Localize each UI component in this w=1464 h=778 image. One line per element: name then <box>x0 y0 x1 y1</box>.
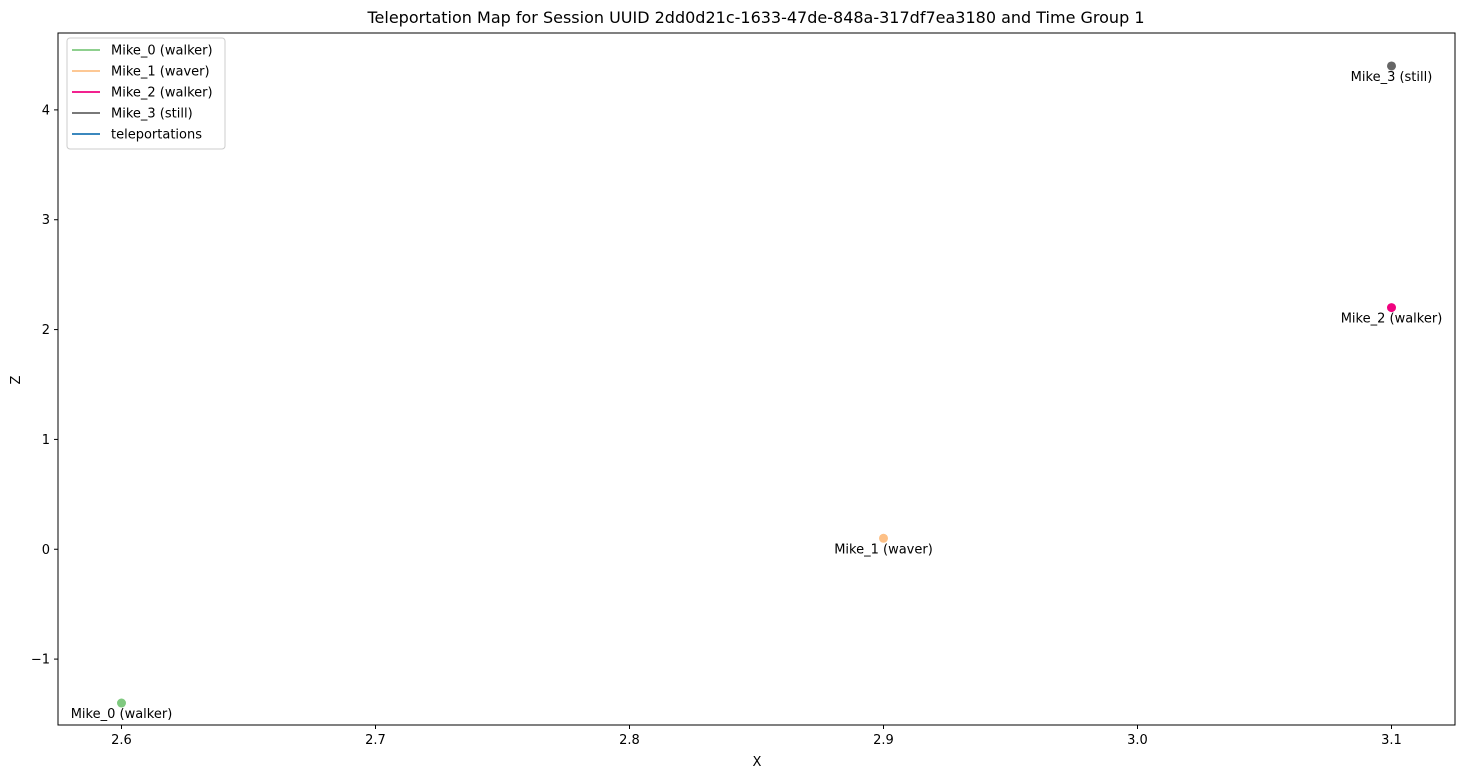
plot-frame <box>57 32 1456 726</box>
legend-entry-label: Mike_3 (still) <box>111 107 193 122</box>
data-point <box>879 533 888 543</box>
chart-title: Teleportation Map for Session UUID 2dd0d… <box>366 8 1144 27</box>
point-label: Mike_0 (walker) <box>71 707 173 722</box>
y-tick-label: −1 <box>31 653 50 668</box>
legend: Mike_0 (walker) Mike_1 (waver) Mike_2 (wal… <box>66 37 226 150</box>
point-label: Mike_1 (waver) <box>834 542 933 557</box>
x-axis-ticks: 2.6 2.7 2.8 2.9 3.0 3.1 <box>111 725 1402 748</box>
legend-entry-label: teleportations <box>111 128 202 143</box>
legend-entry-label: Mike_2 (walker) <box>111 86 213 101</box>
y-axis-label: Z <box>9 375 24 384</box>
data-point <box>117 698 126 708</box>
point-label: Mike_3 (still) <box>1351 70 1433 85</box>
data-point <box>1387 61 1396 71</box>
legend-entry-label: Mike_1 (waver) <box>111 65 210 80</box>
legend-entry-label: Mike_0 (walker) <box>111 44 213 59</box>
plot-area <box>57 32 1456 726</box>
y-tick-label: 4 <box>42 103 50 118</box>
x-tick-label: 2.9 <box>873 733 894 748</box>
y-tick-label: 3 <box>42 213 50 228</box>
data-point <box>1387 303 1396 313</box>
legend-frame <box>66 37 226 150</box>
x-tick-label: 3.1 <box>1381 733 1402 748</box>
y-axis-ticks: −1 0 1 2 3 4 <box>31 103 58 668</box>
y-tick-label: 2 <box>42 323 50 338</box>
x-tick-label: 2.6 <box>111 733 132 748</box>
point-label: Mike_2 (walker) <box>1341 312 1443 327</box>
y-tick-label: 0 <box>42 543 50 558</box>
y-tick-label: 1 <box>42 433 50 448</box>
x-tick-label: 2.7 <box>365 733 386 748</box>
x-axis-label: X <box>753 755 762 770</box>
x-tick-label: 3.0 <box>1127 733 1148 748</box>
data-points: Mike_0 (walker) Mike_1 (waver) Mike_2 (wal… <box>71 61 1443 722</box>
x-tick-label: 2.8 <box>619 733 640 748</box>
